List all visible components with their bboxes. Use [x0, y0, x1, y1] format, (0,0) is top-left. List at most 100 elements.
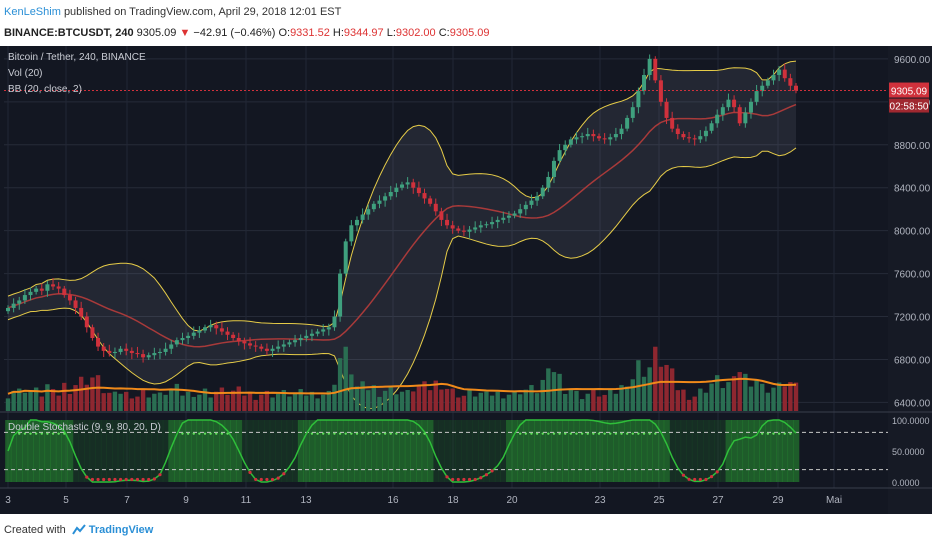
volume-bar [467, 389, 472, 411]
candle-body [523, 204, 528, 210]
candle-body [692, 138, 697, 140]
candle-body [687, 137, 692, 139]
volume-bar [686, 399, 692, 411]
stochastic-low-dot [124, 477, 128, 482]
candle-body [625, 117, 630, 129]
symbol-label: BINANCE:BTCUSDT, 240 [4, 27, 134, 39]
stochastic-line [7, 419, 797, 483]
stochastic-high-dot [327, 432, 331, 435]
tradingview-logo[interactable]: TradingView [71, 524, 153, 536]
volume-bar [478, 392, 483, 411]
stochastic-zone [399, 420, 406, 482]
stochastic-low-dot [698, 477, 702, 482]
stochastic-zone [78, 420, 85, 482]
volume-bar [169, 388, 174, 411]
volume-bar [613, 393, 619, 411]
candle-body [506, 215, 511, 218]
stochastic-high-dot [192, 432, 195, 435]
x-tick-label: 9 [183, 495, 189, 506]
volume-bar [360, 381, 365, 411]
stochastic-high-dot [383, 432, 387, 435]
candle-body [647, 58, 652, 75]
volume-bar [78, 376, 84, 411]
stochastic-high-dot [203, 432, 207, 435]
volume-bar [366, 390, 371, 411]
volume-bar [202, 388, 208, 411]
volume-bar [50, 389, 56, 411]
candle-body [6, 307, 10, 312]
stochastic-low-dot [276, 476, 280, 480]
volume-bar [411, 391, 416, 411]
candle-body [39, 288, 44, 291]
volume-bar [771, 387, 776, 411]
stochastic-high-dot [783, 432, 786, 435]
volume-bar [456, 397, 461, 411]
volume-bar [247, 391, 253, 411]
stochastic-high-dot [23, 432, 27, 435]
stochastic-high-dot [547, 432, 550, 435]
stochastic-zone [720, 420, 727, 482]
stochastic-low-dot [107, 477, 111, 482]
candle-body [642, 74, 647, 92]
x-tick-label: 18 [447, 495, 459, 506]
stochastic-low-dot [479, 476, 483, 480]
stochastic-high-dot [400, 432, 404, 435]
stochastic-low-dot [113, 477, 117, 482]
volume-bar [501, 398, 506, 411]
stochastic-zone [117, 420, 124, 482]
stochastic-zone [438, 420, 445, 482]
volume-bar [225, 394, 230, 411]
close-value: 9305.09 [449, 27, 490, 39]
volume-bar [489, 395, 495, 411]
candle-body [445, 219, 450, 226]
volume-bar [163, 394, 168, 411]
stochastic-low-dot [270, 477, 275, 482]
stochastic-high-dot [389, 432, 392, 435]
candle-body [11, 303, 16, 308]
stochastic-zone [674, 420, 682, 482]
volume-bar [382, 390, 388, 411]
stochastic-high-dot [631, 432, 634, 435]
candle-body [563, 144, 568, 151]
candle-body [461, 230, 466, 232]
author-link[interactable]: KenLeShim [4, 6, 61, 18]
stochastic-high-dot [519, 432, 522, 435]
volume-bar [596, 396, 602, 411]
stochastic-zone [432, 420, 440, 482]
stochastic-zone [179, 420, 186, 482]
volume-bar [135, 396, 140, 411]
stochastic-low-dot [130, 477, 134, 482]
ohlc-line: BINANCE:BTCUSDT, 240 9305.09 ▼ −42.91 (−… [4, 27, 490, 39]
stochastic-high-dot [620, 432, 623, 435]
volume-bar [124, 391, 129, 411]
stochastic-fills [5, 420, 800, 482]
stochastic-zone [748, 420, 755, 482]
stochastic-zone [145, 420, 153, 482]
stochastic-high-dot [350, 432, 353, 435]
x-tick-label: Mai [826, 495, 842, 506]
stochastic-high-dot [642, 432, 646, 435]
candle-body [737, 107, 742, 124]
bollinger-lower-line [7, 147, 797, 409]
legend-stochastic: Double Stochastic (9, 9, 80, 20, D) [8, 422, 161, 433]
volume-bar [208, 397, 213, 411]
volume-bar [563, 393, 568, 411]
publisher-line: KenLeShim published on TradingView.com, … [4, 6, 341, 18]
volume-bar [281, 389, 286, 411]
legend-main: Bitcoin / Tether, 240, BINANCE [8, 52, 146, 63]
stochastic-low-dot [693, 477, 697, 482]
stochastic-high-dot [181, 432, 184, 435]
stochastic-zone [472, 420, 479, 482]
stochastic-zone [500, 420, 507, 482]
candle-body [191, 332, 196, 336]
candle-body [180, 338, 185, 341]
price-chart[interactable]: 9600.009200.008800.008400.008000.007600.… [0, 46, 932, 514]
stochastic-zone [714, 420, 721, 482]
volume-bar [433, 380, 438, 411]
candle-body [630, 107, 635, 118]
volume-bar [371, 385, 377, 411]
volume-bar [28, 391, 33, 411]
volume-bar [591, 389, 596, 411]
low-value: 9302.00 [395, 27, 436, 39]
stochastic-low-dot [248, 470, 252, 474]
